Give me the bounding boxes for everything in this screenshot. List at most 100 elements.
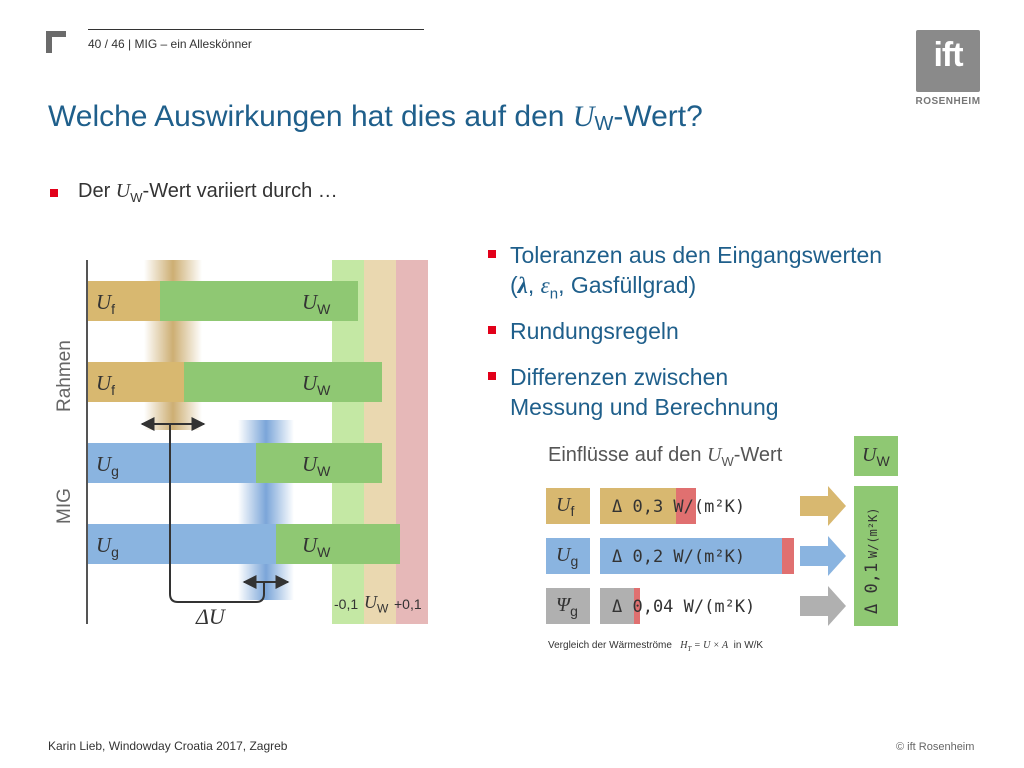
- subscript: W: [721, 454, 734, 469]
- symbol: U: [302, 371, 318, 395]
- subscript: W: [876, 453, 890, 469]
- symbol: U: [96, 533, 112, 557]
- arrow-right-icon: [800, 486, 846, 526]
- bullet-intro: Der UW-Wert variiert durch …: [78, 180, 338, 205]
- uw-header-label: UW: [862, 444, 890, 469]
- epsilon-symbol: ε: [540, 273, 550, 298]
- row3-left-label: Ug: [96, 452, 119, 479]
- subscript: g: [570, 553, 579, 569]
- band-center: [364, 260, 396, 624]
- delta-u-text: ΔU: [196, 604, 225, 629]
- subscript: g: [111, 544, 119, 561]
- label-rahmen: Rahmen: [54, 340, 75, 412]
- formula-sub: T: [687, 645, 692, 653]
- influence-psi-value: Δ 0,04 W/(m²K): [612, 597, 756, 617]
- subscript: W: [317, 301, 331, 318]
- formula-h: H: [680, 640, 688, 651]
- uw-total-box: [854, 486, 898, 626]
- arrow-right-icon: [800, 536, 846, 576]
- influence-ug-tolerance: [782, 538, 794, 574]
- symbol: U: [302, 533, 318, 557]
- bullet-marker: [50, 189, 58, 197]
- uw-header-box: UW: [854, 436, 898, 476]
- header-rule: [88, 29, 424, 30]
- logo-text: ift: [933, 36, 963, 74]
- bullet-tolerances: Toleranzen aus den Eingangswerten (λ, εn…: [510, 240, 882, 310]
- subscript: g: [111, 463, 119, 480]
- influence-ug-label: Ug: [556, 544, 578, 569]
- influence-psi-tolerance: [634, 588, 640, 624]
- bar-glass-4: [88, 524, 276, 564]
- title-suffix: -Wert?: [613, 100, 703, 133]
- gas-fill: , Gasfüllgrad): [558, 272, 697, 298]
- row1-right-label: UW: [302, 290, 330, 317]
- influence-ug-box: Ug: [546, 538, 590, 574]
- label-mig: MIG: [54, 488, 75, 524]
- symbol: U: [556, 494, 571, 516]
- symbol: U: [96, 452, 112, 476]
- symbol: U: [302, 452, 318, 476]
- subscript: W: [377, 601, 389, 616]
- bullet-tolerances-line2: (λ, εn, Gasfüllgrad): [510, 270, 882, 310]
- bullet-intro-suffix: -Wert variiert durch …: [142, 180, 338, 202]
- symbol: Ψ: [556, 594, 571, 616]
- subscript: W: [317, 382, 331, 399]
- title-prefix: Welche Auswirkungen hat dies auf den: [48, 100, 573, 133]
- bar-glass-3: [88, 443, 256, 483]
- row4-left-label: Ug: [96, 533, 119, 560]
- bullet-tolerances-line1: Toleranzen aus den Eingangswerten: [510, 242, 883, 268]
- row3-right-label: UW: [302, 452, 330, 479]
- bar-uw-4: [276, 524, 400, 564]
- footnote-suffix: in W/K: [733, 640, 764, 651]
- row1-left-label: Uf: [96, 290, 115, 317]
- ift-logo: ift ROSENHEIM: [914, 30, 982, 110]
- tick-uw: UW: [364, 592, 388, 616]
- influence-uf-label: Uf: [556, 494, 574, 519]
- bar-uw-2: [184, 362, 382, 402]
- symbol: U: [96, 290, 112, 314]
- subscript: f: [111, 382, 116, 399]
- bar-frame-2: [88, 362, 184, 402]
- influence-psi-label: Ψg: [556, 594, 578, 619]
- header-breadcrumb: 40 / 46 | MIG – ein Alleskönner: [88, 37, 252, 51]
- influences-title-prefix: Einflüsse auf den: [548, 444, 707, 466]
- bullet-marker: [488, 250, 496, 258]
- page-title: Welche Auswirkungen hat dies auf den UW-…: [48, 100, 703, 136]
- footer-copyright: © ift Rosenheim: [896, 741, 975, 753]
- row2-left-label: Uf: [96, 371, 115, 398]
- influence-psi-bar: [600, 588, 634, 624]
- footer-author: Karin Lieb, Windowday Croatia 2017, Zagr…: [48, 739, 288, 753]
- footnote: Vergleich der Wärmeströme HT = U × A in …: [548, 640, 763, 653]
- title-symbol: U: [572, 100, 595, 133]
- symbol: U: [302, 290, 318, 314]
- page-number: 40 / 46: [88, 37, 125, 51]
- logo-subtext: ROSENHEIM: [915, 96, 981, 107]
- total-value: Δ 0,1: [862, 562, 882, 614]
- bullet-intro-prefix: Der: [78, 180, 116, 202]
- subscript: f: [111, 301, 116, 318]
- influence-ug-bar: [600, 538, 782, 574]
- tick-minus: -0,1: [334, 596, 359, 612]
- bar-frame-1: [88, 281, 160, 321]
- bullet-differences-line1: Differenzen zwischen: [510, 364, 729, 390]
- symbol: U: [364, 592, 377, 612]
- symbol: U: [862, 444, 877, 466]
- formula-rest: = U × A: [691, 640, 729, 651]
- footnote-prefix: Vergleich der Wärmeströme: [548, 640, 672, 651]
- influence-uf-value: Δ 0,3 W/(m²K): [612, 497, 746, 517]
- corner-mark-icon: [46, 31, 66, 53]
- bullet-differences-line2: Messung und Berechnung: [510, 394, 779, 420]
- row2-right-label: UW: [302, 371, 330, 398]
- diagram-axis: [86, 260, 88, 624]
- influence-uf-tolerance: [676, 488, 696, 524]
- band-plus: [396, 260, 428, 624]
- influences-title-suffix: -Wert: [733, 444, 783, 466]
- bar-uw-1: [160, 281, 358, 321]
- total-unit: W/(m²K): [866, 507, 880, 559]
- bullet-differences: Differenzen zwischen Messung und Berechn…: [510, 362, 779, 422]
- subscript: W: [317, 463, 331, 480]
- section-title: MIG – ein Alleskönner: [134, 37, 252, 51]
- symbol: U: [556, 544, 571, 566]
- tick-plus: +0,1: [394, 596, 422, 612]
- influence-uf-box: Uf: [546, 488, 590, 524]
